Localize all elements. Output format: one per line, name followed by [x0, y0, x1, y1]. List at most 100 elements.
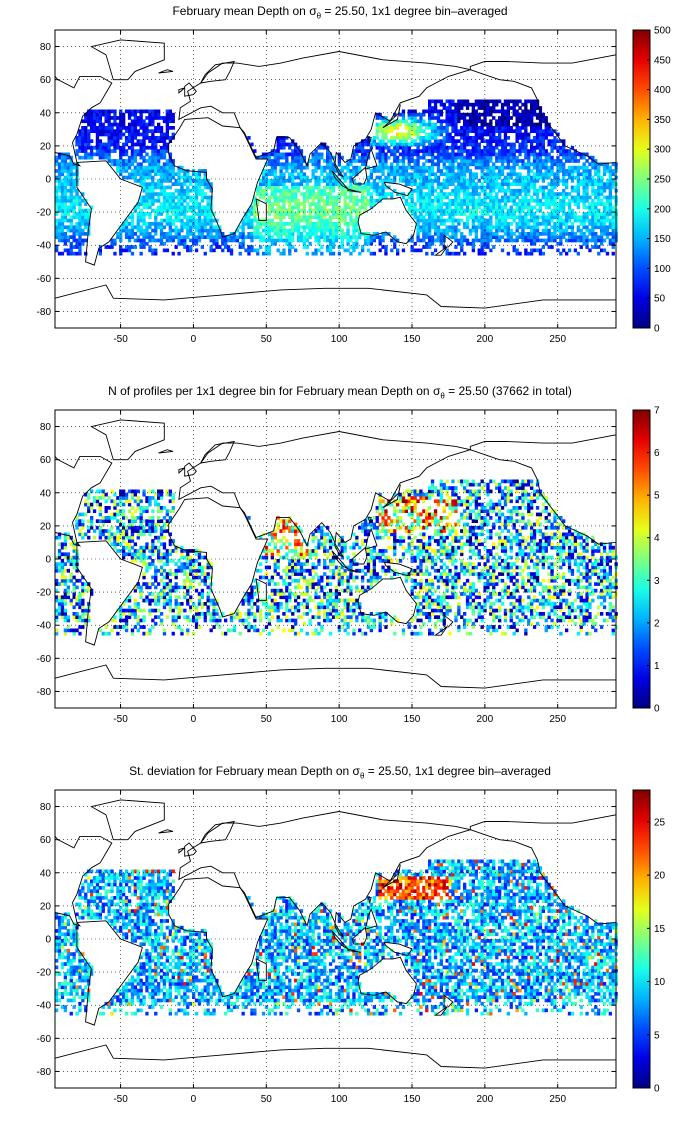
data-cell: [396, 136, 400, 140]
data-cell: [489, 225, 493, 230]
data-cell: [465, 112, 470, 117]
data-cell: [159, 169, 164, 173]
data-cell: [323, 188, 327, 193]
data-cell: [247, 245, 251, 249]
data-cell: [302, 215, 307, 220]
data-cell: [168, 228, 173, 233]
data-cell: [582, 235, 586, 240]
data-cell: [381, 188, 385, 193]
data-cell: [495, 152, 499, 157]
data-cell: [192, 241, 196, 246]
data-cell: [509, 99, 513, 104]
data-cell: [474, 172, 479, 177]
data-cell: [122, 142, 126, 147]
data-cell: [317, 179, 321, 183]
data-cell: [352, 155, 356, 160]
data-cell: [498, 169, 502, 173]
data-cell: [597, 218, 601, 223]
data-cell: [471, 248, 476, 253]
data-cell: [425, 165, 429, 170]
data-cell: [489, 132, 493, 137]
data-cell: [530, 248, 534, 253]
data-cell: [579, 222, 583, 226]
data-cell: [323, 179, 327, 183]
data-cell: [442, 185, 446, 190]
data-cell: [521, 165, 525, 170]
data-cell: [119, 235, 123, 240]
data-cell: [355, 198, 359, 203]
data-cell: [328, 188, 333, 193]
data-cell: [567, 208, 572, 213]
data-cell: [55, 162, 59, 167]
data-cell: [448, 139, 452, 144]
data-cell: [381, 165, 385, 170]
data-cell: [538, 208, 543, 213]
data-cell: [527, 155, 531, 160]
data-cell: [515, 172, 519, 177]
data-cell: [154, 251, 158, 256]
data-cell: [410, 159, 414, 163]
data-cell: [387, 149, 391, 153]
data-cell: [518, 222, 522, 226]
data-cell: [363, 238, 368, 243]
data-cell: [436, 159, 441, 163]
data-cell: [506, 175, 511, 180]
data-cell: [363, 142, 368, 147]
data-cell: [530, 152, 534, 157]
data-cell: [422, 185, 426, 190]
data-cell: [57, 251, 62, 256]
data-cell: [457, 162, 461, 167]
data-cell: [410, 122, 414, 127]
data-cell: [591, 185, 595, 190]
data-cell: [130, 169, 135, 173]
data-cell: [352, 225, 356, 230]
data-cell: [471, 126, 476, 130]
data-cell: [282, 152, 286, 157]
data-cell: [291, 149, 295, 153]
data-cell: [305, 182, 309, 187]
data-cell: [503, 631, 508, 636]
data-cell: [294, 215, 298, 220]
data-cell: [145, 241, 149, 246]
data-cell: [317, 238, 321, 243]
data-cell: [527, 238, 531, 243]
data-cell: [63, 628, 68, 633]
data-cell: [448, 251, 452, 256]
data-cell: [436, 195, 441, 200]
data-cell: [116, 136, 120, 140]
data-cell: [299, 155, 304, 160]
data-cell: [180, 212, 184, 216]
data-cell: [509, 625, 513, 629]
data-cell: [591, 165, 595, 170]
data-cell: [518, 188, 522, 193]
data-cell: [154, 192, 158, 196]
data-cell: [142, 235, 146, 240]
data-cell: [448, 172, 452, 177]
data-cell: [328, 218, 333, 223]
data-cell: [422, 215, 426, 220]
data-cell: [419, 182, 423, 187]
data-cell: [515, 139, 519, 144]
data-cell: [154, 112, 158, 117]
data-cell: [69, 235, 73, 240]
data-cell: [180, 631, 184, 636]
data-cell: [498, 188, 502, 193]
data-cell: [384, 145, 388, 150]
data-cell: [465, 139, 470, 144]
data-cell: [480, 129, 484, 134]
data-cell: [151, 122, 155, 127]
data-cell: [611, 195, 615, 200]
data-cell: [547, 245, 551, 249]
data-cell: [588, 172, 592, 177]
data-cell: [430, 192, 435, 196]
data-cell: [215, 218, 219, 223]
data-cell: [247, 136, 251, 140]
data-cell: [273, 192, 277, 196]
data-cell: [428, 235, 432, 240]
data-cell: [530, 232, 534, 236]
data-cell: [133, 205, 138, 210]
data-cell: [509, 228, 513, 233]
data-cell: [63, 248, 68, 253]
data-cell: [124, 175, 129, 180]
data-cell: [66, 162, 71, 167]
